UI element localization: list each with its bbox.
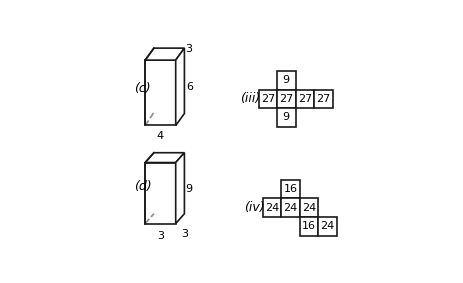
Bar [276, 108, 295, 127]
Bar [299, 217, 318, 235]
Bar [299, 198, 318, 217]
Polygon shape [145, 60, 175, 125]
Bar [281, 198, 299, 217]
Text: 24: 24 [320, 221, 334, 231]
Text: 3: 3 [181, 229, 188, 239]
Text: 6: 6 [186, 82, 193, 92]
Text: 9: 9 [282, 112, 289, 122]
Polygon shape [145, 153, 184, 162]
Bar [281, 180, 299, 198]
Polygon shape [175, 48, 184, 125]
Text: 27: 27 [315, 94, 330, 104]
Text: (c): (c) [134, 82, 150, 95]
Text: 16: 16 [283, 184, 297, 194]
Text: 3: 3 [185, 44, 192, 53]
Text: 3: 3 [156, 231, 163, 241]
Polygon shape [175, 153, 184, 224]
Text: 24: 24 [283, 203, 297, 213]
Text: 27: 27 [279, 94, 293, 104]
Bar [276, 89, 295, 108]
Text: 24: 24 [301, 203, 316, 213]
Text: 27: 27 [297, 94, 311, 104]
Bar [313, 89, 332, 108]
Bar [263, 198, 281, 217]
Bar [258, 89, 276, 108]
Bar [295, 89, 313, 108]
Text: 27: 27 [260, 94, 274, 104]
Bar [276, 71, 295, 89]
Polygon shape [145, 48, 184, 60]
Text: (iv): (iv) [244, 201, 264, 214]
Text: 9: 9 [185, 184, 192, 194]
Bar [318, 217, 336, 235]
Text: 9: 9 [282, 75, 289, 85]
Text: (iii): (iii) [239, 92, 260, 105]
Text: 24: 24 [264, 203, 279, 213]
Polygon shape [145, 162, 175, 224]
Text: 4: 4 [156, 131, 163, 141]
Text: 16: 16 [301, 221, 315, 231]
Text: (d): (d) [134, 180, 151, 193]
